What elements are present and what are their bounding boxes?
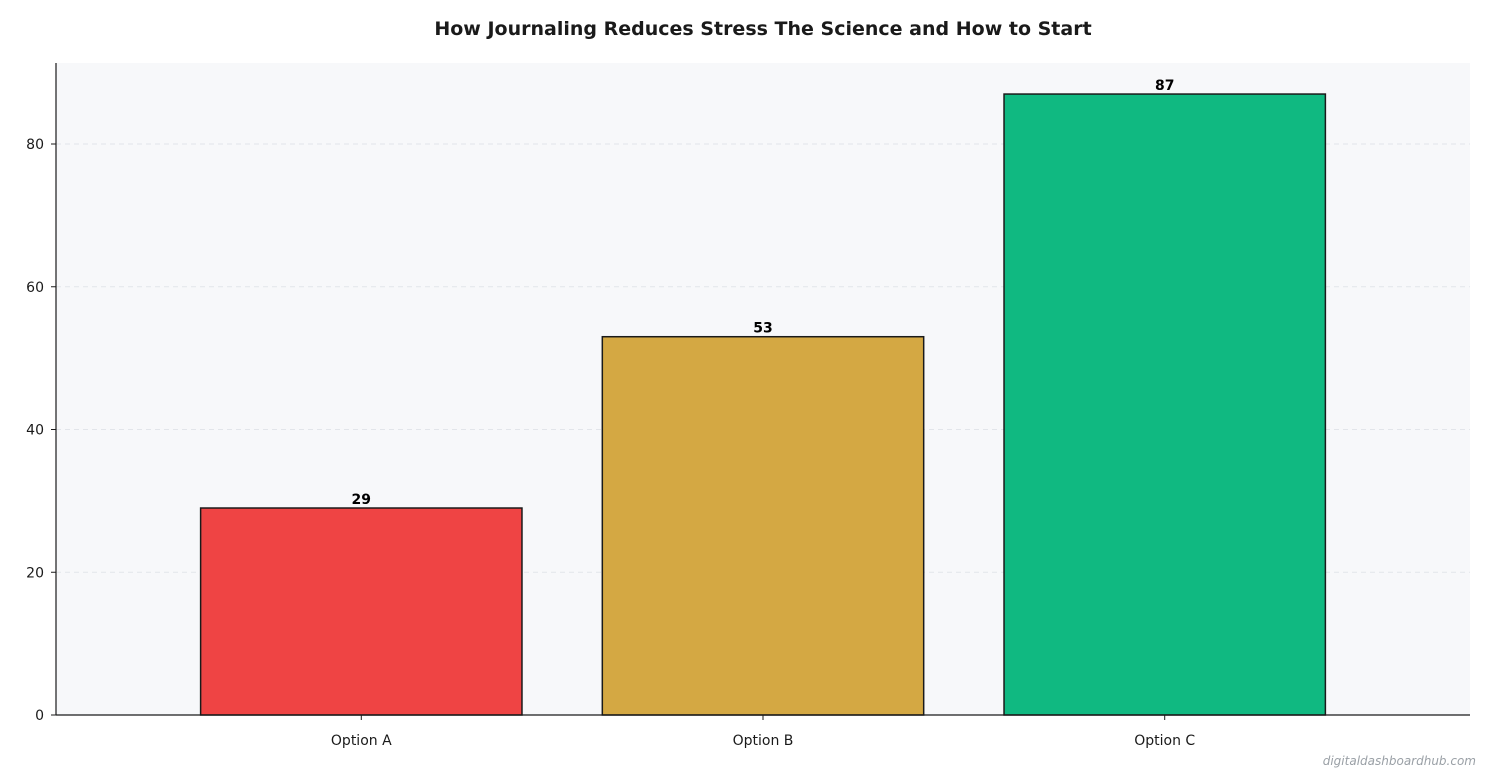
watermark: digitaldashboardhub.com xyxy=(1323,754,1476,768)
data-labels: 29 53 87 xyxy=(352,78,1175,508)
y-tick-label: 0 xyxy=(35,708,44,724)
data-label: 29 xyxy=(352,492,371,508)
bar-option-a xyxy=(199,507,523,716)
x-tick-label: Option A xyxy=(331,733,392,749)
y-tick-label: 20 xyxy=(26,565,44,581)
x-tick-label: Option B xyxy=(733,733,794,749)
chart-title: How Journaling Reduces Stress The Scienc… xyxy=(434,18,1091,40)
x-tick-label: Option C xyxy=(1134,733,1195,749)
bar-option-b xyxy=(601,335,925,716)
data-label: 87 xyxy=(1155,78,1174,94)
y-tick-label: 60 xyxy=(26,280,44,296)
bar-option-c xyxy=(1003,93,1327,716)
tick-labels: 0 20 40 60 80 Option A Option B Option C xyxy=(26,137,1195,749)
bars xyxy=(199,93,1327,716)
data-label: 53 xyxy=(753,321,772,337)
y-tick-label: 40 xyxy=(26,423,44,439)
y-tick-label: 80 xyxy=(26,137,44,153)
